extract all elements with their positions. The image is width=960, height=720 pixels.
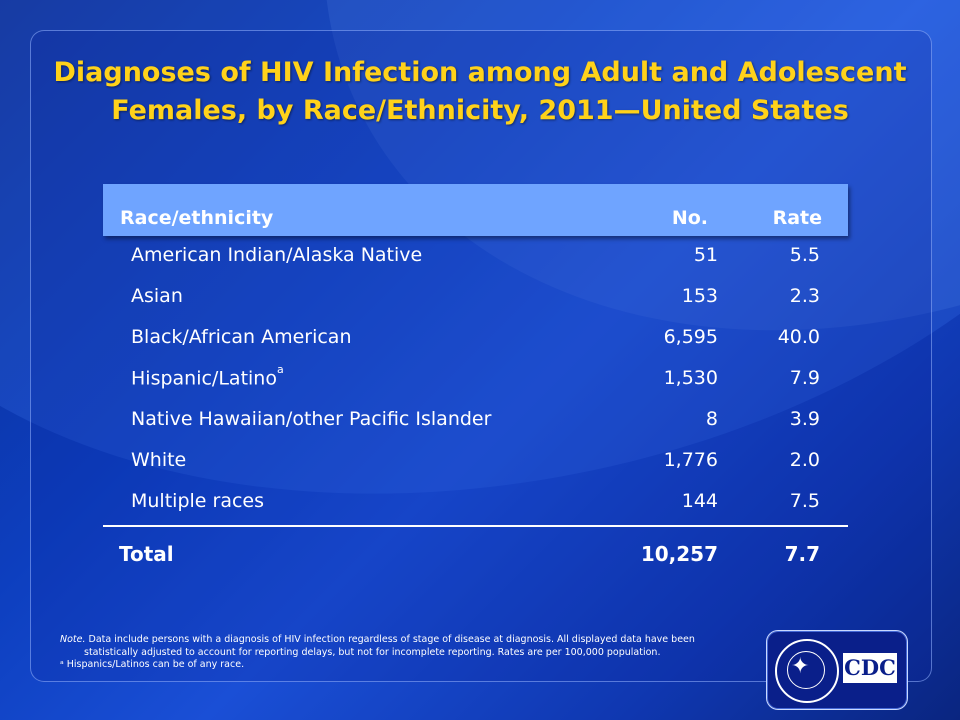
data-table: Race/ethnicity No. Rate American Indian/… xyxy=(103,184,848,577)
content-panel xyxy=(30,30,932,682)
note-text: Data include persons with a diagnosis of… xyxy=(88,634,695,645)
cell-rate: 2.0 xyxy=(789,449,820,471)
note-text-continued: statistically adjusted to account for re… xyxy=(84,646,661,658)
table-header: Race/ethnicity No. Rate xyxy=(103,184,848,236)
cell-rate: 3.9 xyxy=(789,408,820,430)
table-row: Multiple races 144 7.5 xyxy=(103,482,848,523)
footnote: Note. Data include persons with a diagno… xyxy=(60,634,760,672)
note-line: Note. Data include persons with a diagno… xyxy=(60,634,760,647)
table-row: White 1,776 2.0 xyxy=(103,441,848,482)
slide-title: Diagnoses of HIV Infection among Adult a… xyxy=(53,57,907,126)
cell-rate: 7.9 xyxy=(789,367,820,389)
cdc-logo: ✦ CDC xyxy=(766,630,908,710)
header-no: No. xyxy=(671,207,708,229)
table-row: Hispanic/Latinoa 1,530 7.9 xyxy=(103,359,848,400)
cell-rate: 5.5 xyxy=(789,244,820,266)
header-race: Race/ethnicity xyxy=(120,207,274,229)
cell-no: 1,530 xyxy=(663,367,718,389)
cell-race: Hispanic/Latinoa xyxy=(131,363,284,390)
table-row: Asian 153 2.3 xyxy=(103,277,848,318)
footnote-marker: a xyxy=(276,363,284,376)
cell-race-text: Hispanic/Latino xyxy=(131,367,277,390)
cell-no: 1,776 xyxy=(663,449,718,471)
cell-no: 51 xyxy=(693,244,718,266)
cell-no: 6,595 xyxy=(663,326,718,348)
cell-race: White xyxy=(131,449,187,471)
footnote-a: ᵃ Hispanics/Latinos can be of any race. xyxy=(60,659,245,670)
hhs-seal-icon: ✦ xyxy=(775,639,839,703)
cell-race: Native Hawaiian/other Pacific Islander xyxy=(131,408,492,430)
total-row: Total 10,257 7.7 xyxy=(103,527,848,577)
total-label: Total xyxy=(119,542,174,566)
cell-race: Asian xyxy=(131,285,183,307)
header-rate: Rate xyxy=(772,207,822,229)
cell-rate: 2.3 xyxy=(789,285,820,307)
table-row: Native Hawaiian/other Pacific Islander 8… xyxy=(103,400,848,441)
table-row: American Indian/Alaska Native 51 5.5 xyxy=(103,236,848,277)
cell-no: 8 xyxy=(705,408,718,430)
total-no: 10,257 xyxy=(640,542,718,566)
note-label: Note. xyxy=(60,634,86,645)
total-rate: 7.7 xyxy=(784,542,820,566)
cell-rate: 7.5 xyxy=(789,490,820,512)
cell-race: Black/African American xyxy=(131,326,352,348)
cell-race: American Indian/Alaska Native xyxy=(131,244,423,266)
cell-race: Multiple races xyxy=(131,490,264,512)
table-row: Black/African American 6,595 40.0 xyxy=(103,318,848,359)
table-divider xyxy=(103,525,848,527)
cell-no: 144 xyxy=(681,490,718,512)
cell-rate: 40.0 xyxy=(777,326,820,348)
cdc-wordmark: CDC xyxy=(843,653,897,683)
cell-no: 153 xyxy=(681,285,718,307)
